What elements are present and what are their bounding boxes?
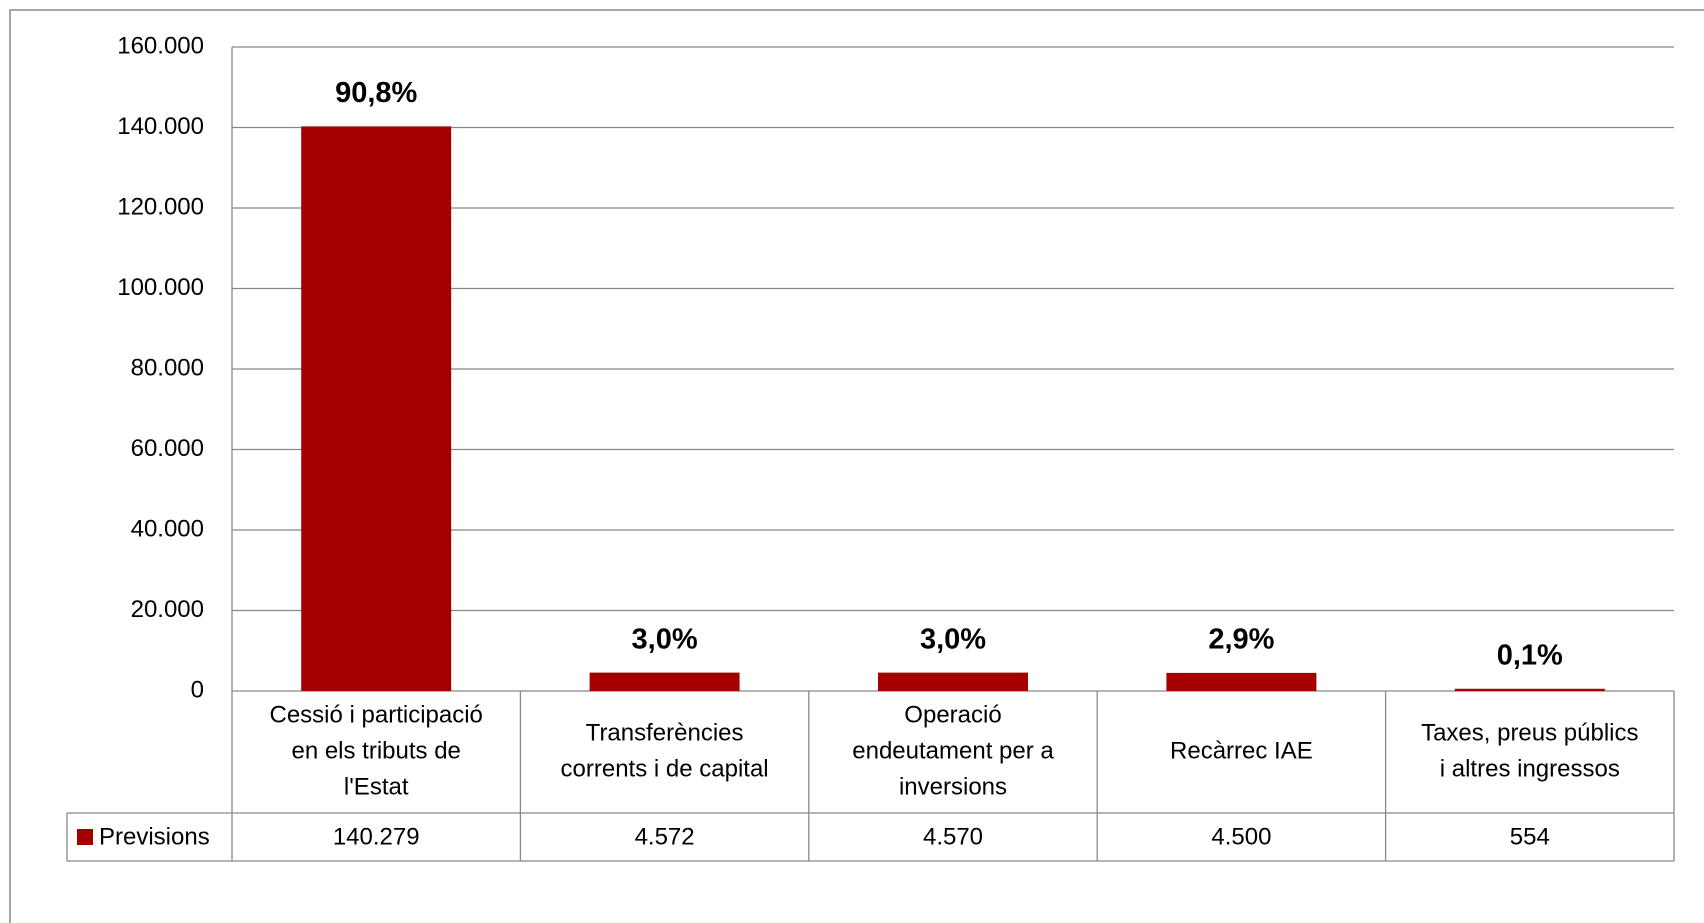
x-tick-label: Transferències [586,719,744,746]
y-tick-label: 100.000 [117,274,204,301]
bar-label: 3,0% [920,623,986,655]
bar-label: 0,1% [1497,639,1563,671]
chart-border [9,9,1704,923]
y-tick-label: 140.000 [117,113,204,140]
x-tick-label: Recàrrec IAE [1170,737,1313,764]
table-value: 4.572 [635,823,695,850]
x-tick-label: Operació [904,701,1001,728]
bar-label: 3,0% [632,623,698,655]
y-tick-label: 20.000 [131,596,204,623]
x-tick-label: l'Estat [344,773,409,800]
bar [301,126,452,692]
y-tick-label: 160.000 [117,32,204,59]
y-tick-label: 60.000 [131,435,204,462]
bar [1454,688,1605,691]
bar-label: 90,8% [335,77,417,109]
x-tick-label: en els tributs de [291,737,460,764]
x-tick-label: Cessió i participació [269,701,482,728]
y-tick-label: 80.000 [131,354,204,381]
x-tick-label: Taxes, preus públics [1421,719,1638,746]
x-tick-label: inversions [899,773,1007,800]
y-tick-label: 0 [191,676,204,703]
table-value: 4.570 [923,823,983,850]
bar [878,672,1028,691]
y-tick-label: 120.000 [117,193,204,220]
table-value: 554 [1510,823,1550,850]
table-value: 4.500 [1211,823,1271,850]
legend-swatch [77,829,93,845]
x-tick-label: corrents i de capital [561,755,769,782]
legend-label: Previsions [99,823,210,850]
x-tick-label: endeutament per a [852,737,1054,764]
table-value: 140.279 [333,823,420,850]
x-tick-label: i altres ingressos [1440,755,1620,782]
bar [1166,672,1317,691]
bar-label: 2,9% [1208,624,1274,656]
bar [589,672,740,691]
y-tick-label: 40.000 [131,515,204,542]
